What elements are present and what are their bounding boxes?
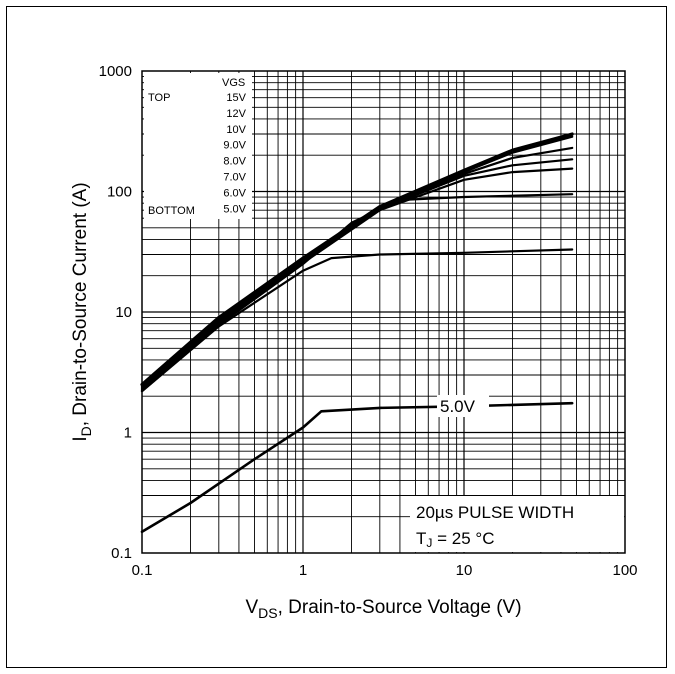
pulse-annotation-box: 20µs PULSE WIDTH TJ = 25 °C xyxy=(410,496,624,552)
tick-labels: 0.1 1 10 100 0.1 1 10 100 1000 xyxy=(99,63,638,579)
y-tick-label: 1 xyxy=(124,425,132,442)
legend-box: TOP BOTTOM VGS 15V 12V 10V 9.0V 8.0V 7.0V 6.0V… xyxy=(144,73,252,219)
x-title-rest: , Drain-to-Source Voltage (V) xyxy=(278,597,522,618)
legend-entry: 12V xyxy=(226,108,246,120)
pulse-annotation-background xyxy=(410,496,624,552)
y-tick-label: 100 xyxy=(107,184,132,201)
x-axis-title: VDS, Drain-to-Source Voltage (V) xyxy=(245,597,521,621)
y-tick-label: 1000 xyxy=(99,63,132,80)
curve-vgs-6-0v xyxy=(140,193,574,393)
legend-entry: 8.0V xyxy=(223,156,246,168)
curve-label-5v: 5.0V xyxy=(440,397,476,416)
x-tick-label: 100 xyxy=(612,562,637,579)
x-title-main: V xyxy=(245,597,258,618)
legend-entry: 9.0V xyxy=(223,140,246,152)
tj-rest: = 25 °C xyxy=(432,529,494,548)
y-tick-label: 10 xyxy=(115,304,132,321)
legend-entry: 15V xyxy=(226,92,246,104)
plot-border xyxy=(141,70,626,554)
curve-label-group: 5.0V xyxy=(437,395,489,417)
tj-sub: J xyxy=(426,536,432,550)
figure-frame xyxy=(6,6,667,668)
y-title-sub: D xyxy=(78,426,94,436)
y-tick-label: 0.1 xyxy=(111,545,132,562)
legend-entry: 7.0V xyxy=(223,172,246,184)
x-tick-label: 1 xyxy=(299,562,307,579)
y-title-main: I xyxy=(70,436,91,441)
legend-top-label: TOP xyxy=(148,92,170,104)
pulse-width-label: 20µs PULSE WIDTH xyxy=(416,503,574,522)
legend-entry: 6.0V xyxy=(223,187,246,199)
junction-temperature-label: TJ = 25 °C xyxy=(416,529,494,550)
y-title-rest: , Drain-to-Source Current (A) xyxy=(70,182,91,426)
curve-label-background xyxy=(437,395,489,417)
legend-entry: 10V xyxy=(226,124,246,136)
x-title-sub: DS xyxy=(258,605,277,621)
x-tick-label: 0.1 xyxy=(132,562,153,579)
tj-main: T xyxy=(416,529,426,548)
y-axis-title: ID, Drain-to-Source Current (A) xyxy=(70,182,94,441)
legend-entries: 15V 12V 10V 9.0V 8.0V 7.0V 6.0V 5.0V xyxy=(223,92,246,215)
x-tick-label: 10 xyxy=(456,562,473,579)
legend-entry: 5.0V xyxy=(223,203,246,215)
legend-bottom-label: BOTTOM xyxy=(148,205,195,217)
legend-header: VGS xyxy=(222,77,245,89)
legend-background xyxy=(144,73,252,219)
curve-vgs-5-0v-upper- xyxy=(140,248,574,393)
